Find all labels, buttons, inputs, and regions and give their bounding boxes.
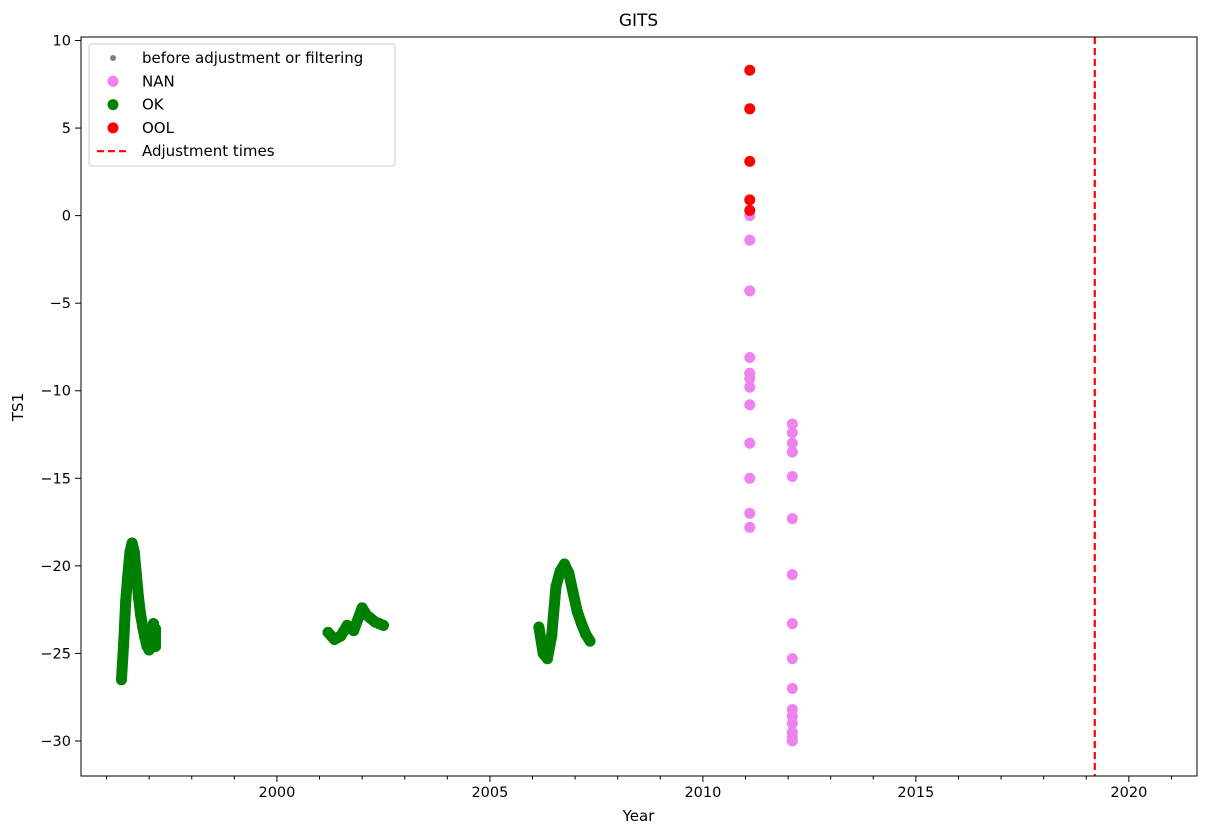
series-nan-point xyxy=(744,472,756,484)
series-ok-point xyxy=(130,569,142,581)
series-nan-point xyxy=(786,618,798,630)
x-axis-label: Year xyxy=(622,807,656,825)
x-tick-label: 2020 xyxy=(1110,785,1147,801)
series-nan-point xyxy=(744,399,756,411)
series-ok-point xyxy=(126,537,138,549)
series-nan-point xyxy=(744,285,756,297)
series-nan-point xyxy=(744,437,756,449)
series-ok-point xyxy=(550,581,562,593)
x-tick-label: 2015 xyxy=(897,785,934,801)
legend-marker xyxy=(107,99,119,111)
series-nan-point xyxy=(744,372,756,384)
series-ok-segment xyxy=(118,595,132,651)
y-tick-label: 5 xyxy=(62,121,71,137)
series-nan-point xyxy=(786,717,798,729)
series-ool-point xyxy=(744,64,756,76)
legend-marker xyxy=(107,75,119,87)
series-nan-point xyxy=(786,427,798,439)
series-nan-point xyxy=(744,521,756,533)
series-nan-point xyxy=(786,437,798,449)
x-axis: 2000 2005 2010 2015 2020 xyxy=(106,776,1172,801)
legend-label: NAN xyxy=(142,72,175,90)
legend-label: Adjustment times xyxy=(142,142,275,160)
series-ok-segment xyxy=(115,639,130,686)
x-tick-label: 2000 xyxy=(258,785,295,801)
series-ok-segment xyxy=(546,581,562,642)
series-ok-point xyxy=(563,567,575,579)
series-ok-point xyxy=(377,619,389,631)
series-nan-point xyxy=(786,471,798,483)
y-tick-label: −15 xyxy=(40,471,71,487)
y-axis: 10 5 0 −5 −10 −15 −20 −25 −30 xyxy=(40,34,81,750)
series-ok-point xyxy=(558,558,570,570)
series-nan-point xyxy=(744,381,756,393)
series-ok-point xyxy=(150,640,162,652)
series-ool-point xyxy=(744,194,756,206)
series-nan-point xyxy=(786,569,798,581)
legend: before adjustment or filtering NAN OK OOL Ad… xyxy=(88,43,396,167)
series-ool-point xyxy=(744,204,756,216)
y-axis-label: TS1 xyxy=(9,393,27,422)
series-ok-point xyxy=(348,625,360,637)
series-ok-point xyxy=(567,586,579,598)
series-nan-point xyxy=(786,446,798,458)
series-ok-point xyxy=(120,595,132,607)
series-ok-point xyxy=(128,546,140,558)
series-ok-point xyxy=(137,621,149,633)
y-tick-label: −30 xyxy=(40,734,71,750)
legend-label: OOL xyxy=(142,119,175,137)
y-tick-label: 10 xyxy=(53,34,71,50)
series-nan-point xyxy=(786,513,798,525)
series-nan-point xyxy=(786,735,798,747)
series-ok-point xyxy=(115,674,127,686)
chart-title: GITS xyxy=(619,11,658,31)
x-tick-label: 2005 xyxy=(471,785,508,801)
series-ok-point xyxy=(118,639,130,651)
legend-marker xyxy=(107,122,119,134)
legend-marker xyxy=(110,55,116,61)
series-ok-point xyxy=(571,605,583,617)
x-tick-label: 2010 xyxy=(684,785,721,801)
series-ok-point xyxy=(122,569,134,581)
y-tick-label: 0 xyxy=(62,209,71,225)
legend-box xyxy=(88,43,396,167)
y-tick-label: −5 xyxy=(50,296,71,312)
plot-frame xyxy=(80,36,1198,777)
series-ok-point xyxy=(584,635,596,647)
series-ok-point xyxy=(322,626,334,638)
y-tick-label: −20 xyxy=(40,559,71,575)
series-ok-point xyxy=(575,618,587,630)
series-ok-point xyxy=(150,623,162,635)
series-nan-point xyxy=(786,653,798,665)
y-tick-label: −25 xyxy=(40,646,71,662)
series-ok-point xyxy=(133,591,145,603)
series-nan-point xyxy=(786,418,798,430)
series-ok-point xyxy=(533,621,545,633)
series-ool-point xyxy=(744,103,756,115)
series-ool-point xyxy=(744,155,756,167)
legend-label: OK xyxy=(142,96,165,114)
series-nan-point xyxy=(744,234,756,246)
plot-area xyxy=(115,37,1096,776)
legend-label: before adjustment or filtering xyxy=(142,49,363,67)
series-ok-point xyxy=(335,630,347,642)
series-ok-point xyxy=(546,630,558,642)
series-nan-point xyxy=(744,507,756,519)
series-nan-point xyxy=(786,682,798,694)
series-ok-point xyxy=(541,653,553,665)
series-nan-point xyxy=(744,351,756,363)
y-tick-label: −10 xyxy=(40,384,71,400)
series-ok-point xyxy=(135,609,147,621)
